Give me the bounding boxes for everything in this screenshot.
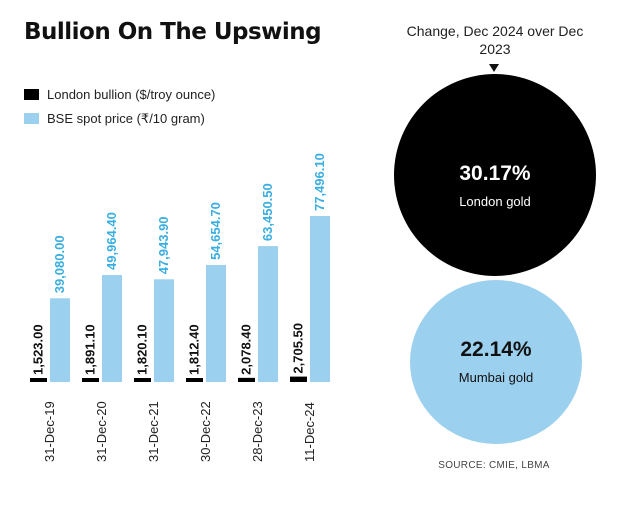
bar-london-2 [134, 378, 151, 382]
value-label-london-5: 2,705.50 [291, 323, 306, 374]
value-label-bse-5: 77,496.10 [312, 153, 327, 211]
value-label-london-4: 2,078.40 [239, 324, 254, 375]
london-change-label: London gold [459, 194, 531, 209]
change-title: Change, Dec 2024 over Dec 2023 [406, 23, 584, 57]
value-label-london-3: 1,812.40 [187, 324, 202, 375]
value-label-london-0: 1,523.00 [31, 324, 46, 375]
value-label-bse-2: 47,943.90 [156, 216, 171, 274]
source-note: SOURCE: CMIE, LBMA [438, 460, 550, 471]
bar-chart: 1,523.00 39,080.00 31-Dec-19 1,891.10 49,964… [30, 153, 330, 462]
mumbai-change-circle [410, 280, 582, 444]
mumbai-change-label: Mumbai gold [458, 370, 534, 385]
category-label-5: 11-Dec-24 [302, 402, 317, 462]
bar-bse-1 [102, 274, 122, 382]
bar-london-1 [82, 378, 99, 382]
bar-london-5 [290, 376, 307, 382]
category-label-1: 31-Dec-20 [94, 401, 109, 462]
bar-london-4 [238, 377, 255, 382]
bar-bse-2 [154, 279, 174, 382]
legend-swatch-bse [24, 113, 39, 124]
value-label-london-1: 1,891.10 [83, 324, 98, 375]
legend-swatch-london [24, 89, 39, 100]
value-label-bse-3: 54,654.70 [208, 202, 223, 260]
london-change-value: 30.17% [459, 162, 531, 185]
category-label-0: 31-Dec-19 [42, 401, 57, 462]
bar-bse-0 [50, 298, 70, 382]
legend-label-bse: BSE spot price (₹/10 gram) [47, 111, 205, 126]
legend-item-london: London bullion ($/troy ounce) [24, 87, 215, 102]
legend-item-bse: BSE spot price (₹/10 gram) [24, 111, 205, 127]
value-label-bse-1: 49,964.40 [104, 212, 119, 270]
category-label-4: 28-Dec-23 [250, 401, 265, 462]
value-label-london-2: 1,820.10 [135, 324, 150, 375]
mumbai-change-value: 22.14% [460, 338, 532, 361]
bar-bse-4 [258, 246, 278, 382]
bar-london-0 [30, 378, 47, 382]
mumbai-change-text: 22.14% Mumbai gold [396, 338, 596, 385]
value-label-bse-4: 63,450.50 [260, 183, 275, 241]
bar-bse-5 [310, 216, 330, 382]
category-label-2: 31-Dec-21 [146, 401, 161, 462]
bar-london-3 [186, 378, 203, 382]
london-change-circle [394, 74, 596, 276]
value-label-bse-0: 39,080.00 [52, 235, 67, 293]
chart-title: Bullion On The Upswing [24, 19, 322, 45]
category-label-3: 30-Dec-22 [198, 401, 213, 462]
bar-bse-3 [206, 264, 226, 382]
down-arrow-icon [489, 64, 499, 72]
legend-label-london: London bullion ($/troy ounce) [47, 87, 216, 102]
london-change-text: 30.17% London gold [395, 162, 595, 209]
